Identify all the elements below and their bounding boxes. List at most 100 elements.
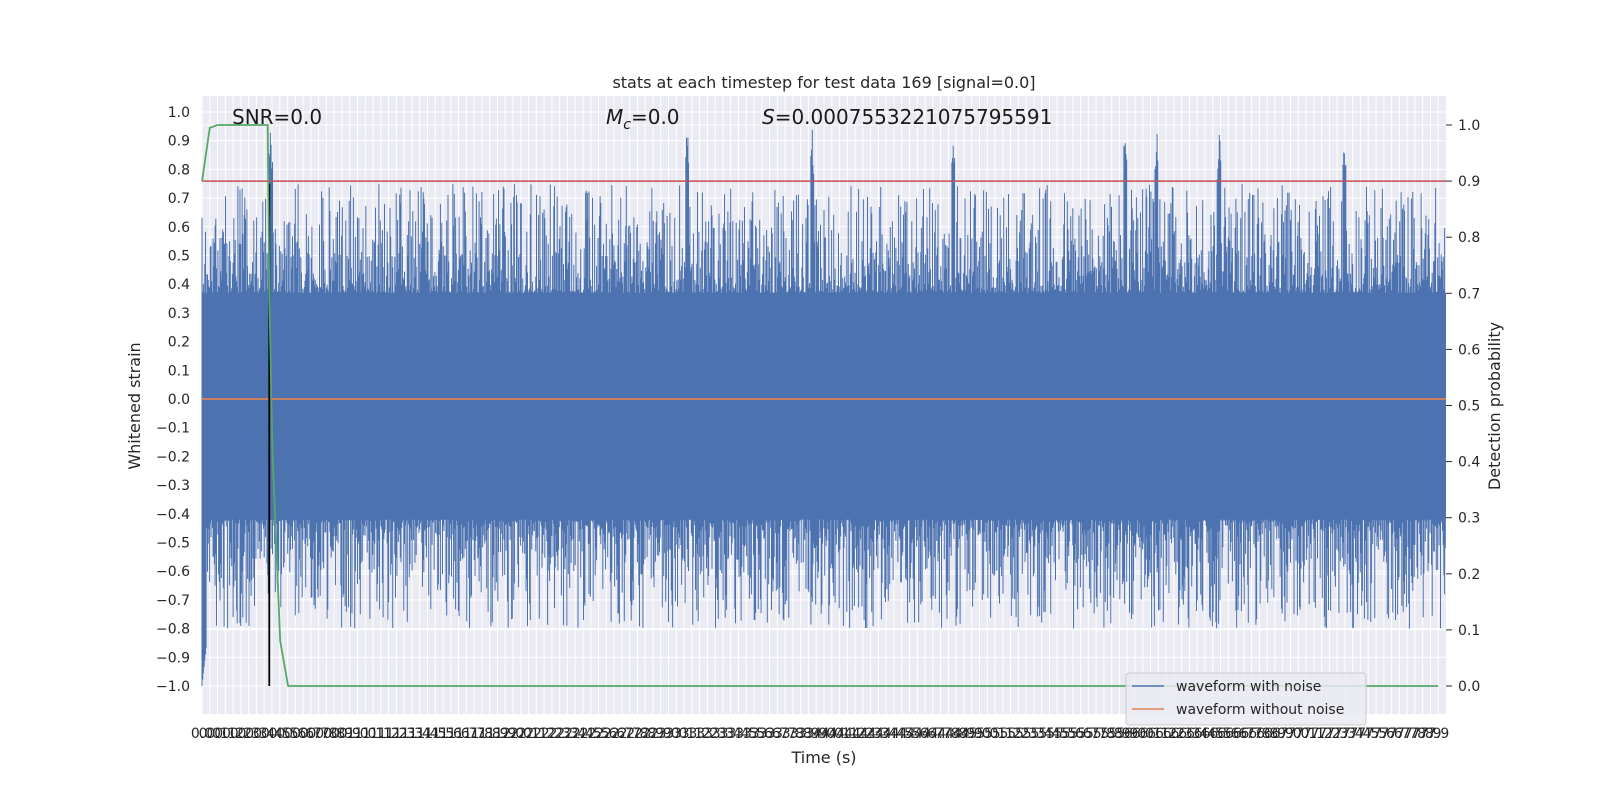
x-axis-label: Time (s)	[790, 748, 856, 767]
x-tick-label: 5.0	[968, 726, 990, 742]
x-tick-label: 7.5	[1365, 726, 1387, 742]
x-tick-label: 3.7	[766, 726, 788, 742]
y-tick-label: −0.7	[156, 593, 190, 609]
x-tick-label: 2.5	[587, 726, 609, 742]
x-tick-label: 1.3	[401, 726, 423, 742]
chirp-mass-annotation: Mc=0.0	[606, 105, 680, 133]
x-tick-label: 0.6	[284, 726, 306, 742]
x-tick-label: 1.3	[393, 726, 415, 742]
x-tick-label: 3.8	[782, 726, 804, 742]
x-tick-label: 5.2	[999, 726, 1021, 742]
x-tick-label: 7.3	[1334, 726, 1356, 742]
x-tick-label: 0.0	[191, 726, 213, 742]
right-y-tick-label: 0.6	[1458, 342, 1480, 358]
x-tick-label: 6.0	[1124, 726, 1146, 742]
x-tick-label: 1.0	[354, 726, 376, 742]
x-tick-label: 7.1	[1295, 726, 1317, 742]
x-tick-label: 0.9	[339, 726, 361, 742]
y-tick-label: −0.2	[156, 449, 190, 465]
x-tick-label: 7.0	[1287, 726, 1309, 742]
x-tick-label: 2.2	[541, 726, 563, 742]
x-tick-label: 4.6	[914, 726, 936, 742]
x-tick-label: 5.9	[1116, 726, 1138, 742]
noise-trace	[201, 129, 1446, 686]
x-tick-label: 7.9	[1427, 726, 1449, 742]
x-tick-label: 0.4	[253, 726, 275, 742]
x-tick-label: 4.5	[898, 726, 920, 742]
x-tick-label: 3.9	[805, 726, 827, 742]
x-tick-label: 7.0	[1279, 726, 1301, 742]
x-tick-label: 0.5	[276, 726, 298, 742]
x-tick-label: 4.7	[929, 726, 951, 742]
x-tick-label: 0.8	[323, 726, 345, 742]
x-tick-label: 1.0	[346, 726, 368, 742]
x-tick-label: 7.7	[1388, 726, 1410, 742]
x-tick-label: 2.7	[618, 726, 640, 742]
overlay-lines	[201, 124, 1446, 687]
y-tick-label: 0.7	[168, 191, 190, 207]
x-tick-label: 7.7	[1396, 726, 1418, 742]
x-tick-label: 5.1	[984, 726, 1006, 742]
right-y-tick-label: 1.0	[1458, 118, 1480, 134]
x-tick-label: 3.0	[657, 726, 679, 742]
y-tick-label: −0.9	[156, 650, 190, 666]
x-tick-label: 4.5	[891, 726, 913, 742]
x-tick-label: 0.9	[331, 726, 353, 742]
x-tick-label: 2.6	[595, 726, 617, 742]
legend-label-clean: waveform without noise	[1176, 702, 1344, 718]
y-tick-label: −0.3	[156, 478, 190, 494]
x-tick-label: 1.4	[409, 726, 431, 742]
x-tick-label: 3.4	[727, 726, 749, 742]
x-tick-label: 3.1	[673, 726, 695, 742]
x-tick-label: 7.2	[1318, 726, 1340, 742]
y-tick-label: 0.6	[168, 220, 190, 236]
x-tick-label: 0.2	[230, 726, 252, 742]
x-tick-label: 6.8	[1256, 726, 1278, 742]
x-tick-label: 1.2	[377, 726, 399, 742]
x-tick-label: 4.2	[852, 726, 874, 742]
x-tick-label: 1.6	[447, 726, 469, 742]
x-tick-label: 5.7	[1077, 726, 1099, 742]
x-tick-label: 5.5	[1046, 726, 1068, 742]
x-tick-label: 4.2	[844, 726, 866, 742]
x-tick-label: 4.9	[961, 726, 983, 742]
x-tick-label: 2.3	[549, 726, 571, 742]
right-y-tick-label: 0.7	[1458, 286, 1480, 302]
x-tick-label: 4.8	[945, 726, 967, 742]
y-tick-label: −0.1	[156, 421, 190, 437]
x-tick-label: 3.7	[774, 726, 796, 742]
legend-box	[1125, 672, 1367, 726]
x-tick-label: 5.2	[1007, 726, 1029, 742]
x-tick-label: 6.8	[1248, 726, 1270, 742]
x-tick-label: 2.3	[556, 726, 578, 742]
right-y-tick-labels: 1.0 0.9 0.8 0.7 0.6 0.5 0.4 0.3 0.2 0.1 0.0	[1446, 118, 1480, 695]
x-tick-label: 7.3	[1326, 726, 1348, 742]
x-tick-label: 6.7	[1233, 726, 1255, 742]
x-tick-label: 6.4	[1186, 726, 1208, 742]
x-tick-label: 1.9	[486, 726, 508, 742]
x-tick-label: 6.6	[1225, 726, 1247, 742]
y-tick-label: −1.0	[156, 679, 190, 695]
right-y-tick-label: 0.8	[1458, 230, 1480, 246]
x-tick-label: 7.5	[1357, 726, 1379, 742]
x-tick-label: 1.9	[494, 726, 516, 742]
x-tick-label: 1.2	[385, 726, 407, 742]
x-tick-label: 3.4	[720, 726, 742, 742]
chirp-mass-subscript: c	[623, 117, 631, 133]
x-tick-label: 3.2	[688, 726, 710, 742]
x-tick-label: 0.4	[261, 726, 283, 742]
x-tick-label: 5.5	[1054, 726, 1076, 742]
y-tick-label: 0.2	[168, 335, 190, 351]
x-tick-label: 1.5	[432, 726, 454, 742]
x-tick-label: 6.7	[1240, 726, 1262, 742]
x-tick-label: 2.4	[564, 726, 586, 742]
right-y-tick-label: 0.5	[1458, 399, 1480, 415]
x-tick-label: 1.6	[440, 726, 462, 742]
x-tick-label: 3.8	[790, 726, 812, 742]
x-tick-label: 7.8	[1412, 726, 1434, 742]
x-tick-label: 4.3	[860, 726, 882, 742]
x-tick-label: 1.7	[463, 726, 485, 742]
y-tick-label: 0.8	[168, 162, 190, 178]
x-tick-label: 7.4	[1349, 726, 1371, 742]
x-tick-label: 3.3	[712, 726, 734, 742]
